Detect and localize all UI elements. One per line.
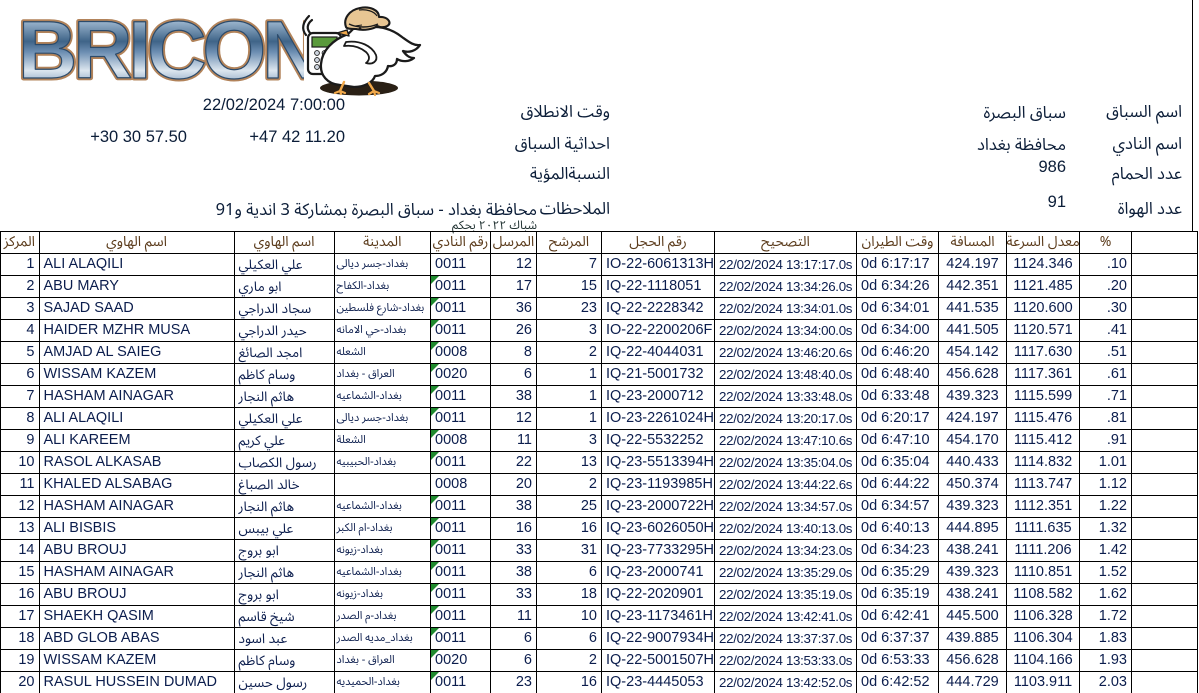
svg-text:BRICON: BRICON [18,5,304,94]
